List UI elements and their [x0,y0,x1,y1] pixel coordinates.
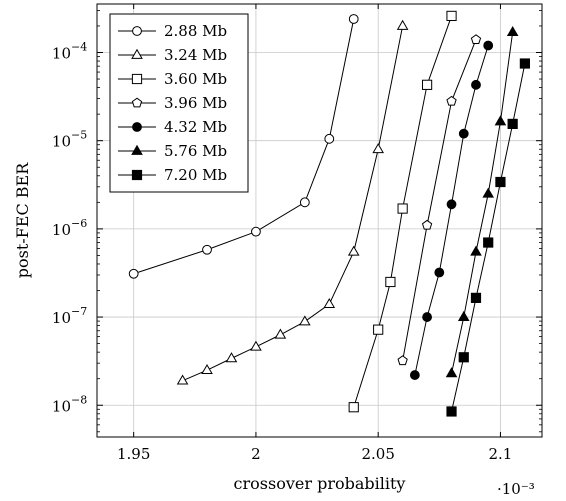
legend-marker [131,144,143,155]
data-point [323,297,336,309]
data-point [458,352,469,363]
data-point [446,95,457,106]
data-point [446,199,457,210]
y-tick-exponent: −4 [71,41,87,54]
x-axis-label: crossover probability [234,474,406,493]
data-point [494,115,507,126]
data-point [348,402,359,413]
legend: 2.88 Mb 3.24 Mb 3.60 Mb 3.96 Mb 4.32 Mb 5.76 … [109,13,249,193]
data-point [507,118,518,130]
data-point [434,267,445,278]
y-tick-label: 10 [52,397,71,415]
y-tick-exponent: −7 [71,305,87,318]
data-point [347,245,360,256]
series-markers [128,10,530,417]
data-point [324,133,335,144]
data-point [422,312,432,322]
y-tick-exponent: −5 [71,129,87,142]
data-point [225,352,238,363]
series-line-4 [402,39,477,361]
data-point [482,187,495,198]
legend-marker [131,73,143,85]
data-point [495,176,506,188]
data-point [201,363,213,375]
legend-marker [131,169,143,181]
data-point [202,244,212,255]
data-point [128,268,139,279]
legend-entry: 3.60 Mb [164,70,227,88]
y-tick-labels: 10−810−710−610−510−4 [52,41,87,416]
data-point [251,226,261,237]
y-tick-exponent: −8 [71,393,87,406]
series-line-1 [133,18,355,275]
x-multiplier-label: ·10⁻³ [497,480,535,498]
data-point [396,19,409,30]
data-point [483,237,494,248]
legend-entry: 4.32 Mb [164,118,227,136]
y-tick-label: 10 [52,309,71,327]
legend-entry: 5.76 Mb [164,142,227,160]
data-point [457,310,470,321]
series-line-6 [451,32,514,374]
legend-marker [131,48,143,59]
series-line-2 [182,25,404,382]
data-point [470,245,482,256]
series-line-3 [353,15,453,408]
data-point [470,292,482,303]
y-tick-label: 10 [52,133,71,151]
data-point [397,355,408,366]
legend-entry: 7.20 Mb [164,166,227,184]
x-tick-label: 1.95 [117,445,150,463]
data-point [471,79,481,90]
series-line-5 [414,45,489,376]
legend-entry: 3.24 Mb [164,46,227,64]
legend-marker [131,97,143,108]
data-point [176,374,189,385]
plot-frame [96,3,543,438]
grid-lines [97,4,542,437]
data-point [250,340,262,351]
x-tick-label: 2 [251,445,261,463]
x-tick-labels: 1.95 2 2.05 2.1 [117,445,512,463]
legend-entry: 3.96 Mb [164,94,227,112]
data-point [385,276,396,288]
data-point [506,25,519,37]
legend-marker [132,122,142,132]
data-point [274,328,287,339]
y-axis-label: post-FEC BER [13,162,32,278]
data-point [446,10,457,22]
data-point [421,219,433,230]
data-point [421,79,433,90]
x-tick-label: 2.1 [489,445,513,463]
axis-ticks [97,4,542,437]
data-point [458,128,469,139]
data-point [299,197,310,208]
data-point [409,370,420,380]
data-point [373,324,384,335]
y-tick-label: 10 [52,45,71,63]
legend-marker [132,26,142,36]
y-tick-exponent: −6 [71,217,87,230]
data-point [519,58,530,69]
data-point [445,367,458,378]
x-tick-label: 2.05 [361,445,394,463]
data-point [446,406,457,417]
data-point [470,34,482,44]
data-point [348,14,359,24]
y-tick-label: 10 [52,221,71,239]
data-point [299,315,311,326]
legend-entry: 2.88 Mb [164,22,227,40]
data-point [372,143,384,154]
data-point [397,203,408,214]
data-point [483,40,494,51]
